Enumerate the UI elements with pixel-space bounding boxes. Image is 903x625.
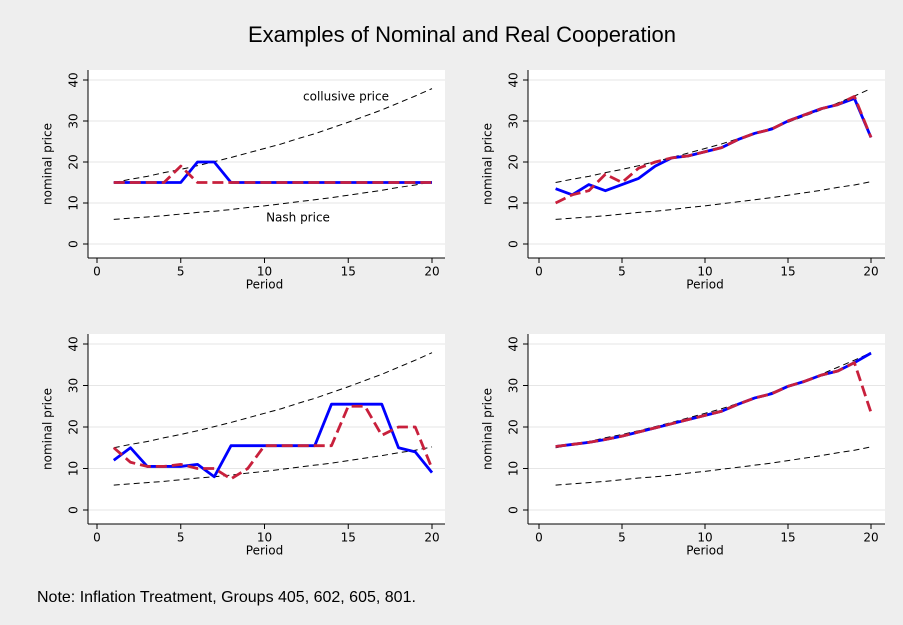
y-tick-label: 30 [67, 378, 81, 393]
x-tick-label: 20 [863, 265, 878, 279]
x-axis-label: Period [686, 278, 723, 292]
x-axis-label: Period [246, 544, 283, 558]
x-tick-label: 5 [177, 531, 185, 545]
y-tick-label: 0 [67, 240, 81, 248]
plot-area [88, 70, 445, 258]
y-tick-label: 40 [507, 336, 521, 351]
y-axis-label: nominal price [481, 123, 495, 205]
y-tick-label: 20 [67, 419, 81, 434]
x-tick-label: 20 [424, 265, 439, 279]
series-line [113, 164, 432, 184]
x-tick-label: 20 [424, 531, 439, 545]
series-line [113, 446, 433, 486]
x-tick-label: 15 [341, 265, 356, 279]
y-axis-label: nominal price [41, 388, 55, 470]
annotation: Nash price [266, 211, 330, 225]
y-tick-label: 30 [507, 113, 521, 128]
y-tick-label: 40 [67, 72, 81, 87]
x-axis-label: Period [246, 278, 283, 292]
series-line [554, 95, 873, 205]
annotation: collusive price [303, 90, 389, 104]
y-tick-label: 0 [507, 240, 521, 248]
plot-area [528, 70, 885, 258]
x-tick-label: 0 [93, 265, 101, 279]
y-axis-label: nominal price [481, 388, 495, 470]
x-tick-label: 5 [618, 531, 626, 545]
x-tick-label: 0 [535, 265, 543, 279]
x-tick-label: 10 [697, 531, 712, 545]
x-tick-label: 0 [535, 531, 543, 545]
figure-title: Examples of Nominal and Real Cooperation [248, 22, 676, 47]
plot-area [88, 334, 445, 524]
y-tick-label: 20 [507, 154, 521, 169]
series-line [555, 446, 872, 486]
x-tick-label: 10 [257, 265, 272, 279]
y-tick-label: 20 [507, 419, 521, 434]
figure-note: Note: Inflation Treatment, Groups 405, 6… [37, 589, 416, 606]
x-tick-label: 5 [177, 265, 185, 279]
y-tick-label: 30 [507, 378, 521, 393]
y-tick-label: 0 [507, 506, 521, 514]
x-tick-label: 15 [780, 265, 795, 279]
plot-area [528, 334, 885, 524]
y-tick-label: 0 [67, 506, 81, 514]
x-tick-label: 10 [697, 265, 712, 279]
x-tick-label: 10 [257, 531, 272, 545]
x-tick-label: 20 [863, 531, 878, 545]
y-tick-label: 40 [67, 336, 81, 351]
y-tick-label: 10 [507, 195, 521, 210]
y-tick-label: 30 [67, 113, 81, 128]
x-tick-label: 0 [93, 531, 101, 545]
y-tick-label: 20 [67, 154, 81, 169]
series-line [555, 181, 872, 220]
y-axis-label: nominal price [41, 123, 55, 205]
x-tick-label: 5 [618, 265, 626, 279]
series-line [112, 404, 434, 481]
series-line [113, 352, 433, 449]
x-tick-label: 15 [341, 531, 356, 545]
x-tick-label: 15 [780, 531, 795, 545]
y-tick-label: 10 [507, 461, 521, 476]
series-line [555, 361, 873, 448]
y-tick-label: 10 [67, 461, 81, 476]
series-line [113, 88, 433, 183]
y-tick-label: 40 [507, 72, 521, 87]
y-tick-label: 10 [67, 195, 81, 210]
x-axis-label: Period [686, 544, 723, 558]
series-line [113, 181, 433, 220]
